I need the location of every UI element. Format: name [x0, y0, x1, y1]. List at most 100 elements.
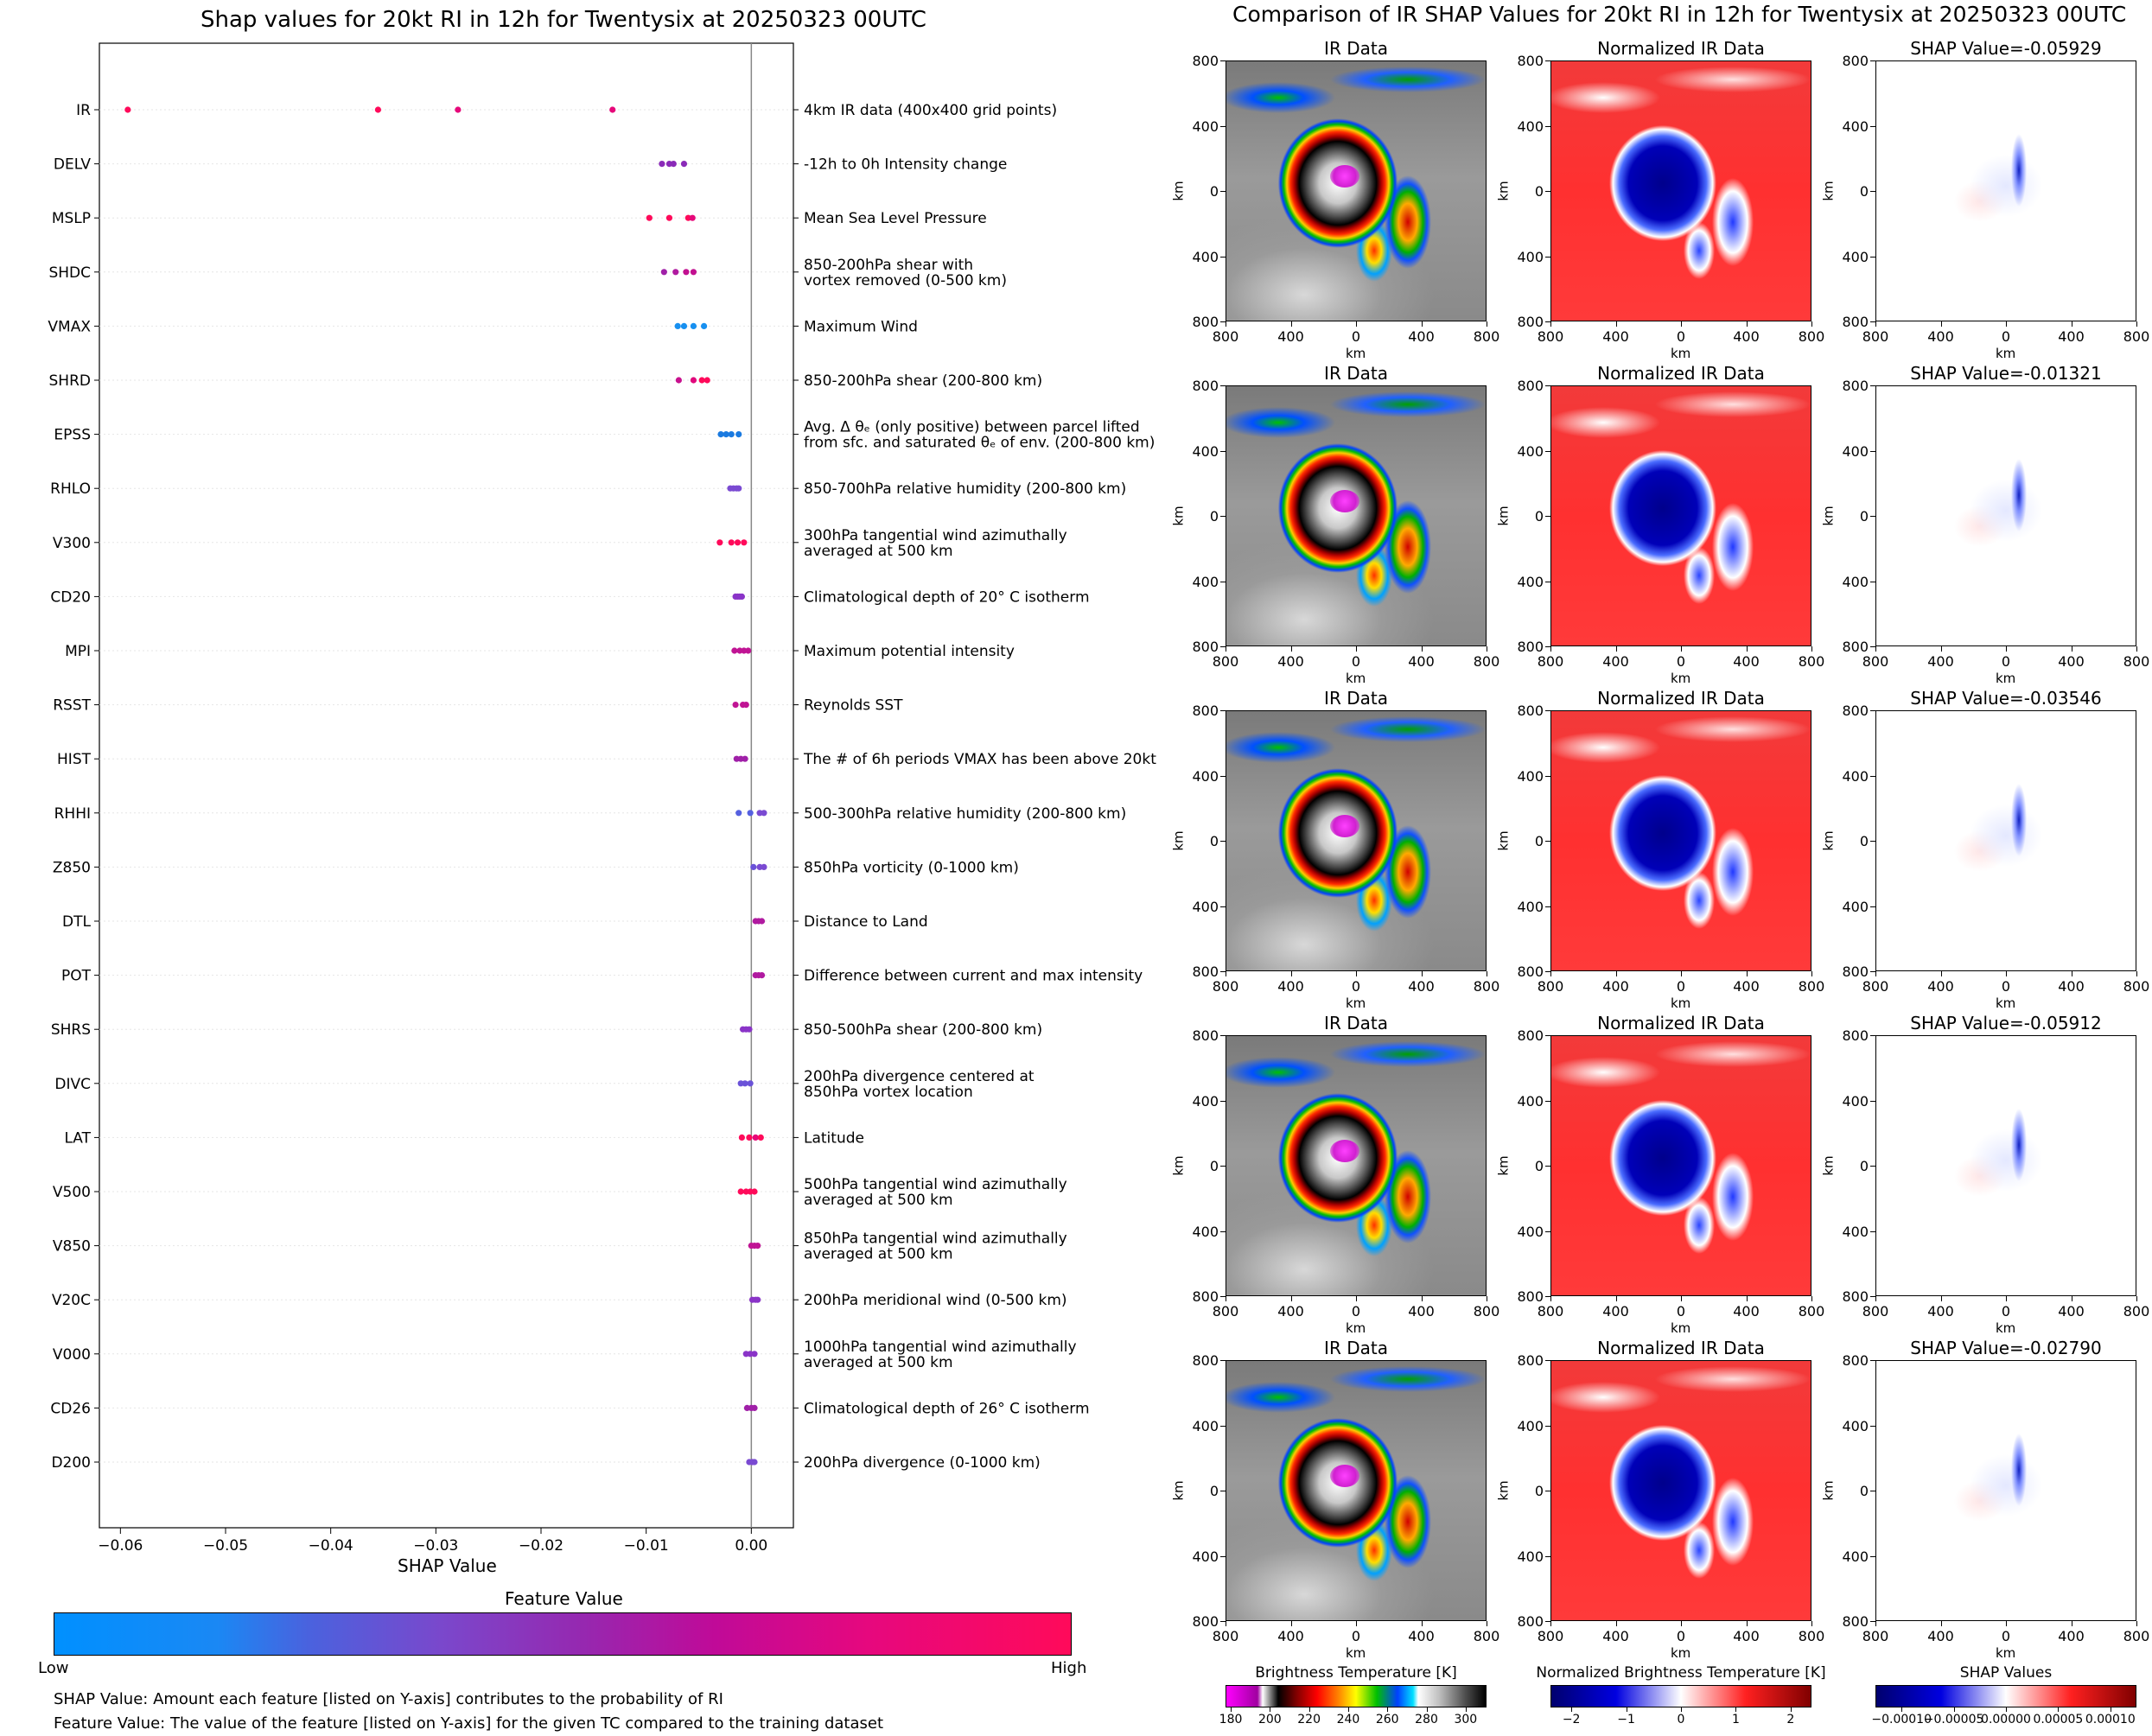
shap-point	[723, 431, 729, 438]
y-tick-label: 800	[1517, 1288, 1544, 1305]
y-tick-label: 0	[1859, 1158, 1869, 1174]
x-axis-label: km	[1671, 346, 1691, 361]
feature-label-vmax: VMAX	[48, 318, 91, 335]
x-tick-label: 800	[2123, 328, 2150, 345]
x-tick-mark	[1681, 646, 1682, 652]
feature-label-lat: LAT	[64, 1129, 91, 1147]
x-tick-label: 0	[1676, 1303, 1686, 1319]
x-tick-mark	[1940, 1296, 1942, 1301]
x-tick-label: 400	[1733, 328, 1760, 345]
y-axis-label: km	[1495, 1155, 1512, 1176]
shap-point	[742, 755, 748, 762]
feature-desc-divc: 850hPa vortex location	[804, 1084, 973, 1101]
colorbar-tick-mark	[1426, 1707, 1428, 1712]
shap-point	[704, 377, 710, 384]
x-tick-mark	[2136, 971, 2137, 976]
y-tick-label: 0	[1534, 833, 1544, 849]
x-tick-label: 800	[1537, 978, 1564, 995]
feature-desc-v500: averaged at 500 km	[804, 1192, 953, 1209]
colorbar-tick-mark	[1347, 1707, 1349, 1712]
colorbar-tick-label: −0.00005	[1923, 1713, 1984, 1726]
y-axis-label: km	[1495, 1480, 1512, 1501]
x-axis-label: km	[1996, 995, 2016, 1011]
shap-point	[609, 106, 616, 113]
x-tick-mark	[1746, 1621, 1748, 1626]
y-tick-label: 0	[1209, 833, 1219, 849]
y-tick-label: 0	[1859, 508, 1869, 525]
x-tick-mark	[2006, 1296, 2007, 1301]
y-tick-label: 400	[1842, 767, 1869, 785]
x-tick-mark	[1746, 321, 1748, 327]
x-tick-label: 800	[1473, 328, 1500, 345]
shap-point	[734, 539, 742, 546]
y-tick-label: 400	[1192, 1548, 1219, 1565]
x-tick-label: −0.06	[98, 1537, 143, 1555]
cold-cloud-top-marker	[1329, 814, 1359, 837]
right-chart-title: Comparison of IR SHAP Values for 20kt RI…	[1232, 2, 2127, 27]
feature-desc-v850: averaged at 500 km	[804, 1246, 953, 1263]
panel-title-ir-data-panel: IR Data	[1324, 1013, 1388, 1033]
shap-point	[717, 431, 724, 438]
y-tick-mark	[1870, 841, 1875, 842]
feature-label-delv: DELV	[54, 156, 91, 174]
shap-point	[690, 269, 697, 276]
normalized-ir-panel	[1550, 1360, 1811, 1621]
x-tick-mark	[1550, 646, 1551, 652]
x-tick-mark	[1615, 646, 1617, 652]
x-tick-mark	[1940, 971, 1942, 976]
y-tick-label: 800	[1192, 1352, 1219, 1369]
x-tick-label: 800	[1537, 328, 1564, 345]
feature-desc-v850: 850hPa tangential wind azimuthally	[804, 1230, 1067, 1248]
y-tick-label: 0	[1209, 183, 1219, 200]
y-axis-label: km	[1820, 1480, 1837, 1501]
y-tick-mark	[1545, 906, 1550, 907]
y-tick-mark	[1220, 1035, 1226, 1036]
x-tick-label: 800	[1212, 978, 1239, 995]
colorbar-tick-label: −0.00010	[1871, 1713, 1932, 1726]
shap-point	[680, 322, 688, 329]
colorbar-tick-mark	[1465, 1707, 1467, 1712]
y-tick-label: 0	[1534, 508, 1544, 525]
x-tick-mark	[1615, 1621, 1617, 1626]
shap-point	[741, 539, 748, 546]
y-tick-mark	[1870, 385, 1875, 386]
y-tick-label: 400	[1842, 573, 1869, 590]
x-tick-label: 800	[1798, 1628, 1825, 1644]
y-tick-label: 800	[1842, 703, 1869, 719]
y-tick-mark	[1220, 841, 1226, 842]
y-tick-label: 400	[1192, 1223, 1219, 1240]
x-tick-label: 800	[1798, 1303, 1825, 1319]
shap-point	[754, 1296, 761, 1303]
shap-point	[124, 106, 131, 113]
y-axis-label: km	[1495, 506, 1512, 526]
x-tick-label: 400	[1733, 653, 1760, 670]
feature-label-d200: D200	[51, 1454, 91, 1472]
y-tick-label: 800	[1192, 639, 1219, 655]
panel-title-ir-data-panel: IR Data	[1324, 363, 1388, 384]
y-axis-label: km	[1495, 830, 1512, 851]
colorbar-title: Brightness Temperature [K]	[1255, 1664, 1457, 1682]
y-tick-label: 0	[1859, 833, 1869, 849]
feature-label-v300: V300	[53, 535, 91, 552]
y-tick-label: 800	[1192, 1613, 1219, 1630]
y-tick-label: 800	[1842, 963, 1869, 980]
x-tick-mark	[1811, 1296, 1812, 1301]
y-tick-label: 400	[1842, 1223, 1869, 1240]
x-tick-mark	[2006, 1621, 2007, 1626]
colorbar-tick-mark	[1571, 1707, 1573, 1712]
feature-desc-v000: averaged at 500 km	[804, 1354, 953, 1371]
y-tick-mark	[1220, 516, 1226, 517]
colorbar-2	[1875, 1685, 2136, 1707]
y-tick-label: 400	[1517, 442, 1544, 460]
x-tick-label: 800	[1798, 978, 1825, 995]
x-tick-label: 800	[1212, 1628, 1239, 1644]
shap-point	[683, 269, 690, 276]
x-tick-mark	[1875, 646, 1876, 652]
panel-title-shap-value-panel: SHAP Value=-0.03546	[1910, 688, 2102, 709]
x-tick-mark	[1615, 1296, 1617, 1301]
y-tick-mark	[1545, 60, 1550, 61]
y-axis-label: km	[1170, 181, 1187, 201]
x-tick-label: 800	[1862, 653, 1889, 670]
feature-desc-rsst: Reynolds SST	[804, 697, 903, 715]
shap-point	[738, 593, 745, 601]
